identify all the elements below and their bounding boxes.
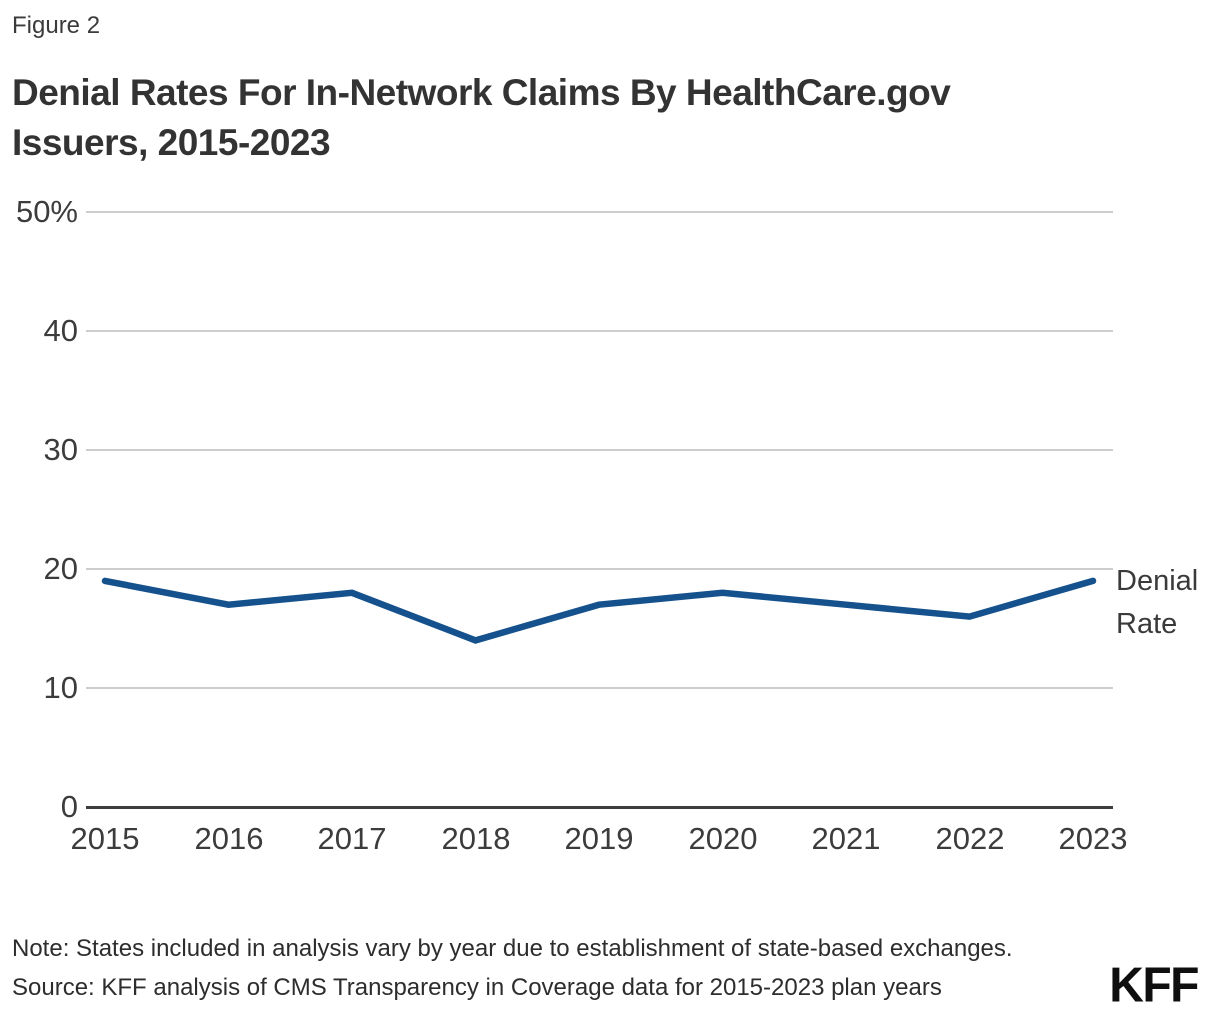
- gridline-10: [86, 687, 1113, 689]
- source-text: Source: KFF analysis of CMS Transparency…: [12, 974, 942, 1001]
- x-axis-line: [86, 806, 1113, 809]
- ytick-10: 10: [43, 670, 78, 705]
- denial-rate-line: [101, 577, 1097, 644]
- xtick-2023: 2023: [1058, 821, 1128, 856]
- series-label-line-1: Denial: [1116, 565, 1199, 597]
- ytick-50: 50%: [15, 194, 78, 229]
- kff-logo: KFF: [1109, 958, 1199, 1013]
- ytick-0: 0: [60, 789, 78, 824]
- xtick-2017: 2017: [317, 821, 387, 856]
- ytick-20: 20: [43, 551, 78, 586]
- xtick-2016: 2016: [194, 821, 264, 856]
- series-label-line-2: Rate: [1116, 608, 1178, 640]
- ytick-30: 30: [43, 432, 78, 467]
- gridline-30: [86, 449, 1113, 451]
- chart-title-line-2: Issuers, 2015-2023: [12, 122, 331, 163]
- xtick-2019: 2019: [564, 821, 634, 856]
- xtick-2020: 2020: [688, 821, 758, 856]
- gridline-40: [86, 330, 1113, 332]
- figure-label: Figure 2: [12, 12, 101, 39]
- xtick-2015: 2015: [70, 821, 140, 856]
- ytick-40: 40: [43, 313, 78, 348]
- gridline-50: [86, 211, 1113, 213]
- note-text: Note: States included in analysis vary b…: [12, 935, 1013, 962]
- chart-title-line-1: Denial Rates For In-Network Claims By He…: [12, 72, 951, 113]
- xtick-2018: 2018: [441, 821, 511, 856]
- xtick-2021: 2021: [811, 821, 881, 856]
- chart-title: Denial Rates For In-Network Claims By He…: [12, 68, 951, 168]
- gridline-20: [86, 568, 1113, 570]
- xtick-2022: 2022: [935, 821, 1005, 856]
- series-label-denial-rate: Denial Rate: [1116, 560, 1220, 646]
